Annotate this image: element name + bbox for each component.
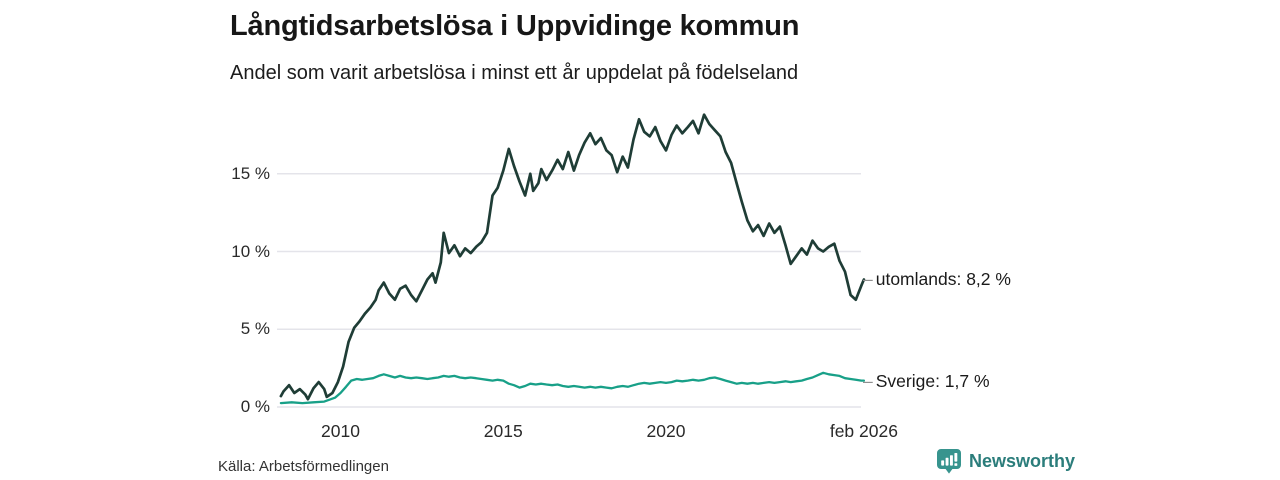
annotation-text: utomlands: 8,2 %: [875, 269, 1011, 290]
y-axis-tick-label: 10 %: [231, 241, 270, 261]
newsworthy-chart-bubble-icon: [937, 449, 961, 474]
sverige-end-label: – Sverige: 1,7 %: [863, 370, 990, 392]
sverige-line: [279, 371, 866, 405]
annotation-dash: –: [863, 370, 873, 391]
y-axis-tick-label: 15 %: [231, 163, 270, 183]
x-axis-tick-label: feb 2026: [829, 421, 898, 441]
newsworthy-wordmark: Newsworthy: [969, 451, 1076, 471]
x-axis-tick-label: 2010: [321, 421, 360, 441]
source-note: Källa: Arbetsförmedlingen: [218, 458, 389, 475]
y-axis-tick-label: 0 %: [240, 397, 270, 416]
annotation-dash: –: [863, 269, 873, 290]
utomlands-line: [279, 113, 866, 401]
x-axis-tick-label: 2015: [483, 421, 523, 441]
x-axis-tick-label: 2020: [646, 421, 686, 441]
chart-subtitle: Andel som varit arbetslösa i minst ett å…: [230, 62, 799, 84]
newsworthy-logo[interactable]: Newsworthy: [936, 448, 1075, 475]
y-axis-tick-label: 5 %: [240, 319, 270, 339]
utomlands-end-label: – utomlands: 8,2 %: [863, 268, 1011, 290]
annotation-text: Sverige: 1,7 %: [875, 370, 990, 391]
chart-title: Långtidsarbetslösa i Uppvidinge kommun: [230, 10, 800, 42]
